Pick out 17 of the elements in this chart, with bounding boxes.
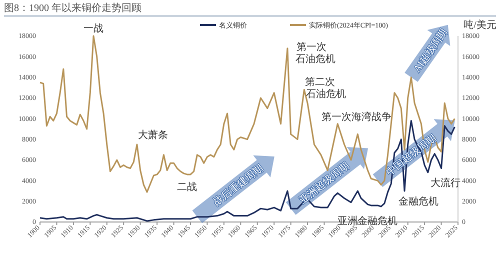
- annotation: 亚洲金融危机: [338, 214, 398, 227]
- annotation: 一战: [84, 22, 104, 34]
- annotation: 二战: [177, 180, 198, 193]
- annotation: 战后重建周期: [211, 162, 266, 208]
- annotation: 石油危机: [306, 88, 346, 100]
- annotation: 金融危机: [398, 196, 438, 208]
- y2-axis-title: 吨/美元: [464, 19, 496, 31]
- annotation: 石油危机: [295, 52, 336, 65]
- annotation: 亚洲超级周期: [296, 160, 352, 206]
- annotation: 第一次: [296, 40, 326, 53]
- annotation: 中国超级周期: [384, 132, 438, 178]
- annotation: AI超级周期: [411, 26, 450, 75]
- annotation: 第一次海湾战争: [321, 111, 392, 123]
- chart-title: 图8：1900 年以来铜价走势回顾: [4, 2, 142, 14]
- annotation: 第二次: [305, 76, 336, 88]
- annotation: 大流行: [430, 176, 460, 189]
- annotation: 大萧条: [138, 129, 168, 141]
